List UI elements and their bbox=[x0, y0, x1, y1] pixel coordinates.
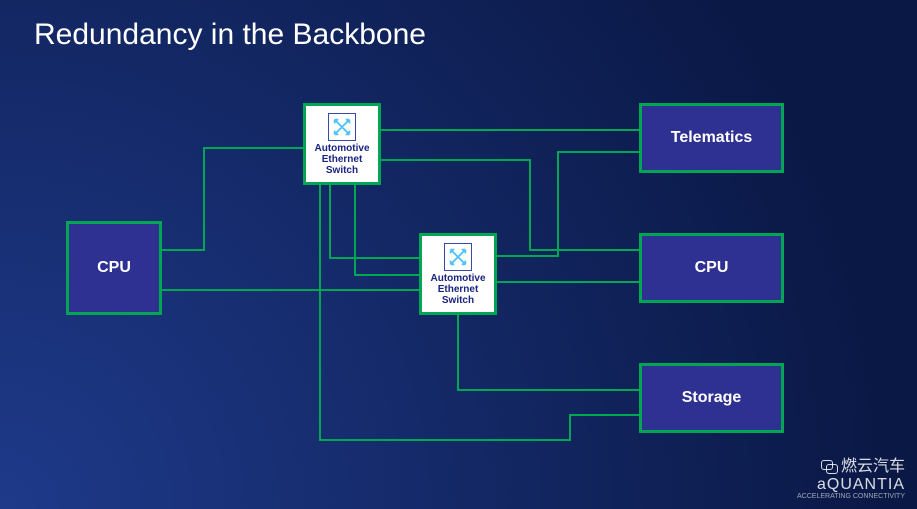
node-cpu_right: CPU bbox=[639, 233, 784, 303]
node-label: CPU bbox=[695, 259, 729, 277]
node-storage: Storage bbox=[639, 363, 784, 433]
page-title: Redundancy in the Backbone bbox=[34, 18, 426, 52]
switch-icon bbox=[444, 243, 472, 271]
watermark: 燃云汽车 aQUANTIA ACCELERATING CONNECTIVITY bbox=[797, 458, 905, 501]
switch-icon bbox=[328, 113, 356, 141]
node-label: Storage bbox=[682, 389, 742, 407]
node-telematics: Telematics bbox=[639, 103, 784, 173]
chat-icon bbox=[821, 460, 837, 474]
node-label: Telematics bbox=[671, 129, 753, 147]
watermark-brand: aQUANTIA bbox=[797, 476, 905, 494]
watermark-cn: 燃云汽车 bbox=[841, 458, 905, 475]
switch-sw1: Automotive Ethernet Switch bbox=[303, 103, 381, 185]
watermark-tagline: ACCELERATING CONNECTIVITY bbox=[797, 493, 905, 501]
node-label: CPU bbox=[97, 259, 131, 277]
node-cpu_left: CPU bbox=[66, 221, 162, 315]
switch-sw2: Automotive Ethernet Switch bbox=[419, 233, 497, 315]
switch-label: Automotive Ethernet Switch bbox=[426, 273, 490, 306]
switch-label: Automotive Ethernet Switch bbox=[310, 143, 374, 176]
